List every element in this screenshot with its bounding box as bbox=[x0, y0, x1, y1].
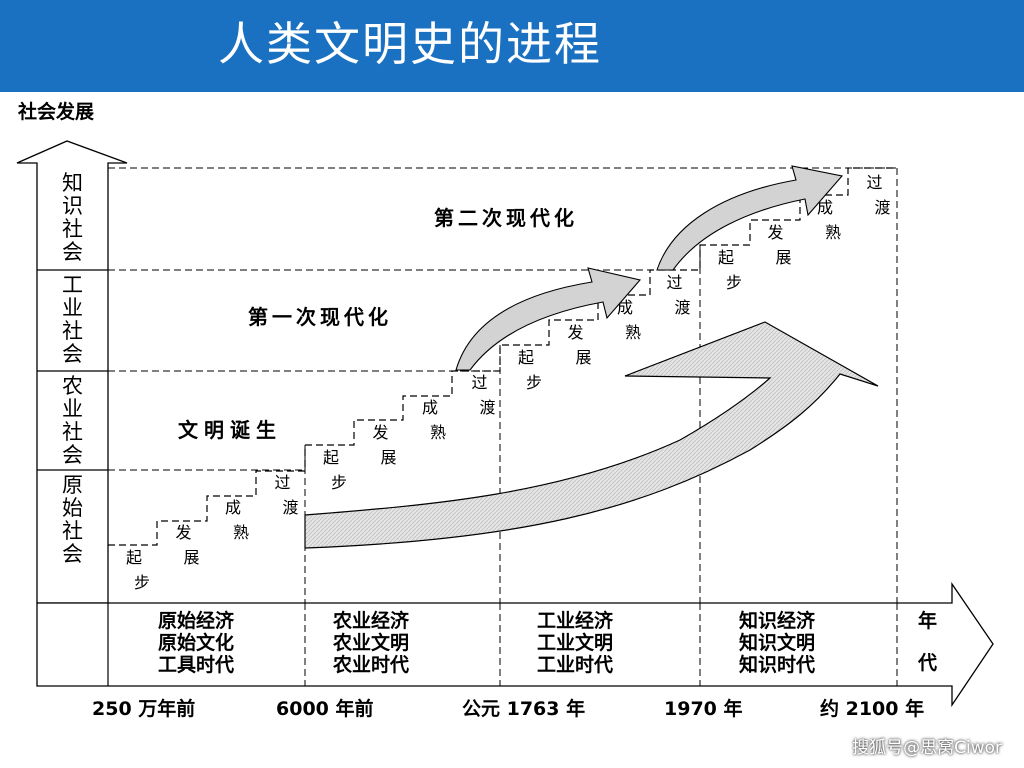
x-axis-title-1: 年 bbox=[918, 609, 937, 632]
stage-mature-char: 成 bbox=[817, 198, 833, 217]
y-axis-arrow bbox=[16, 140, 128, 604]
stage-start-char: 起 bbox=[126, 548, 142, 567]
era-label-line: 农业经济 bbox=[332, 609, 410, 632]
society-knowledge-char: 知 bbox=[62, 171, 83, 195]
society-agricultural-char: 社 bbox=[62, 420, 83, 444]
era-label-line: 工业经济 bbox=[537, 609, 614, 632]
stage-start-char: 步 bbox=[134, 573, 150, 592]
staircase-line bbox=[108, 167, 897, 546]
second-modernization-label: 第二次现代化 bbox=[434, 206, 578, 230]
watermark: 搜狐号@思窝Ciwor bbox=[852, 738, 1002, 758]
stage-mature-char: 熟 bbox=[430, 423, 446, 442]
x-axis-title-2: 代 bbox=[917, 652, 937, 674]
stage-transition-char: 过 bbox=[667, 273, 683, 292]
society-knowledge-char: 会 bbox=[62, 240, 83, 264]
stage-develop-char: 发 bbox=[373, 423, 389, 442]
society-agricultural-char: 业 bbox=[62, 397, 83, 421]
stage-mature-char: 成 bbox=[617, 298, 633, 317]
stage-develop-char: 展 bbox=[576, 348, 592, 367]
stage-develop-char: 发 bbox=[176, 523, 192, 542]
stage-transition-char: 过 bbox=[275, 473, 291, 492]
society-industrial-char: 工 bbox=[62, 273, 83, 297]
timeline-label-1: 250 万年前 bbox=[92, 697, 195, 720]
stage-transition-char: 渡 bbox=[480, 398, 496, 417]
stage-transition-char: 过 bbox=[867, 173, 883, 192]
society-industrial-char: 会 bbox=[62, 342, 83, 366]
era-label-line: 原始经济 bbox=[158, 609, 235, 632]
society-industrial-char: 社 bbox=[62, 319, 83, 343]
stage-start-char: 步 bbox=[726, 273, 742, 292]
era-label-line: 知识经济 bbox=[739, 609, 816, 632]
title-banner: 人类文明史的进程 bbox=[0, 0, 1024, 92]
era-label-line: 知识文明 bbox=[739, 631, 815, 654]
stage-mature-char: 成 bbox=[422, 398, 438, 417]
page-title: 人类文明史的进程 bbox=[218, 17, 602, 71]
timeline-label-2: 6000 年前 bbox=[276, 697, 374, 720]
first-modernization-arrow bbox=[455, 267, 642, 371]
era-label-line: 农业文明 bbox=[332, 631, 409, 654]
stage-mature-char: 熟 bbox=[233, 523, 249, 542]
timeline-label-3: 公元 1763 年 bbox=[462, 697, 585, 720]
stage-start-char: 起 bbox=[718, 248, 734, 267]
stage-develop-char: 展 bbox=[381, 448, 397, 467]
stage-start-char: 步 bbox=[526, 373, 542, 392]
stage-develop-char: 展 bbox=[776, 248, 792, 267]
society-agricultural-char: 会 bbox=[62, 443, 83, 467]
civilization-birth-label: 文明诞生 bbox=[178, 418, 282, 442]
society-primitive-char: 社 bbox=[62, 519, 83, 543]
stage-transition-char: 渡 bbox=[283, 498, 299, 517]
society-agricultural-char: 农 bbox=[62, 374, 83, 398]
first-modernization-label: 第一次现代化 bbox=[248, 305, 392, 329]
timeline-label-4: 1970 年 bbox=[664, 697, 743, 720]
y-axis-title: 社会发展 bbox=[17, 100, 94, 123]
society-primitive-char: 原 bbox=[62, 473, 83, 497]
stage-develop-char: 发 bbox=[568, 323, 584, 342]
era-band bbox=[36, 581, 994, 708]
society-knowledge-char: 识 bbox=[62, 194, 83, 218]
stage-start-char: 起 bbox=[323, 448, 339, 467]
stage-transition-char: 渡 bbox=[875, 198, 891, 217]
era-label-line: 工业时代 bbox=[537, 654, 613, 676]
society-industrial-char: 业 bbox=[62, 296, 83, 320]
society-knowledge-char: 社 bbox=[62, 217, 83, 241]
era-label-line: 工业文明 bbox=[537, 631, 613, 654]
second-modernization-arrow bbox=[656, 165, 844, 271]
era-label-line: 知识时代 bbox=[739, 653, 815, 676]
stage-start-char: 步 bbox=[331, 473, 347, 492]
stage-start-char: 起 bbox=[518, 348, 534, 367]
era-label-line: 农业时代 bbox=[332, 653, 409, 676]
stage-develop-char: 发 bbox=[768, 223, 784, 242]
era-label-line: 工具时代 bbox=[158, 654, 234, 676]
stage-mature-char: 熟 bbox=[825, 223, 841, 242]
era-label-line: 原始文化 bbox=[158, 631, 234, 654]
society-primitive-char: 始 bbox=[62, 496, 83, 520]
stage-transition-char: 过 bbox=[472, 373, 488, 392]
timeline-label-5: 约 2100 年 bbox=[820, 697, 924, 720]
stage-mature-char: 熟 bbox=[625, 323, 641, 342]
stage-develop-char: 展 bbox=[184, 548, 200, 567]
stage-transition-char: 渡 bbox=[675, 298, 691, 317]
society-primitive-char: 会 bbox=[62, 542, 83, 566]
big-progress-arrow bbox=[304, 321, 879, 549]
stage-mature-char: 成 bbox=[225, 498, 241, 517]
